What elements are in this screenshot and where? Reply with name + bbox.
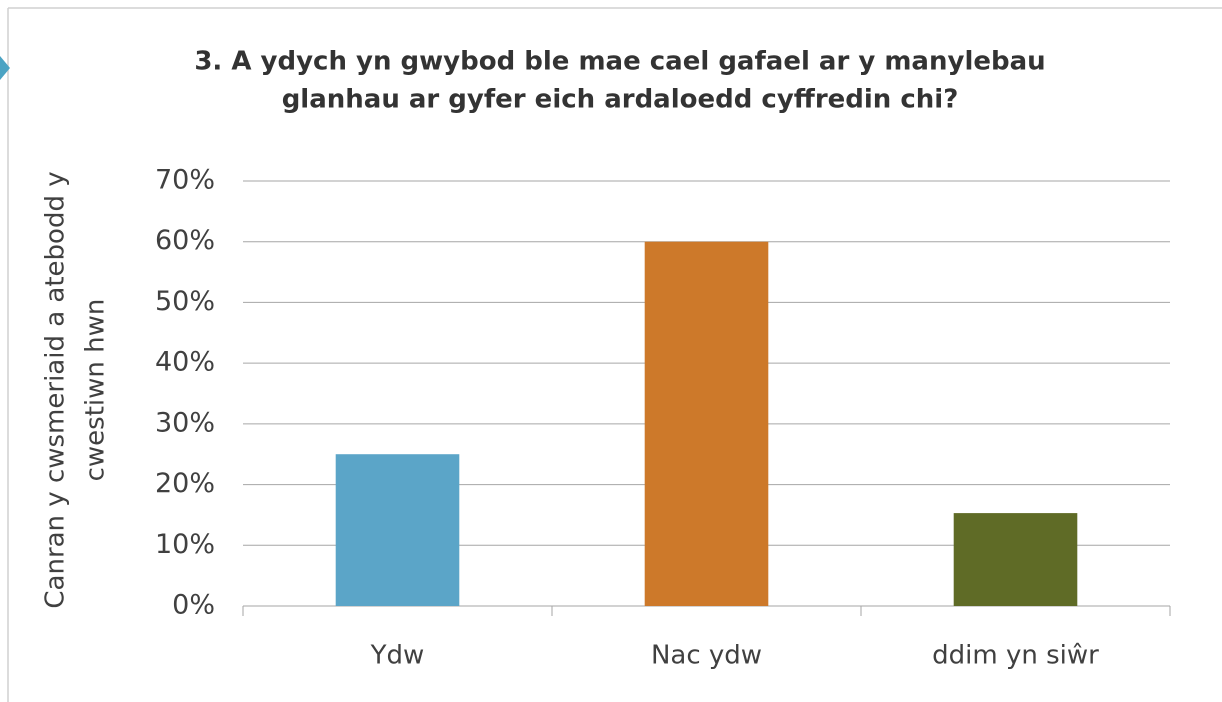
y-tick-label: 10% (155, 529, 215, 560)
x-tick-label: ddim yn siŵr (932, 641, 1099, 671)
x-tick-label: Ydw (370, 641, 425, 671)
y-tick-label: 0% (172, 590, 215, 621)
y-tick-label: 70% (155, 165, 215, 196)
y-tick-label: 50% (155, 286, 215, 317)
chart-title: glanhau ar gyfer eich ardaloedd cyffredi… (282, 85, 959, 115)
y-tick-label: 30% (155, 407, 215, 438)
x-tick-label: Nac ydw (651, 641, 762, 671)
bar (335, 454, 460, 606)
y-tick-label: 40% (155, 347, 215, 378)
y-tick-label: 60% (155, 225, 215, 256)
y-axis-label: Canran y cwsmeriaid a atebodd y (41, 171, 71, 608)
bar (953, 513, 1078, 606)
y-axis-label: cwestiwn hwn (81, 299, 111, 482)
y-tick-label: 20% (155, 468, 215, 499)
chart-title: 3. A ydych yn gwybod ble mae cael gafael… (194, 47, 1045, 77)
bar (644, 241, 769, 606)
marker-arrow (0, 56, 10, 80)
